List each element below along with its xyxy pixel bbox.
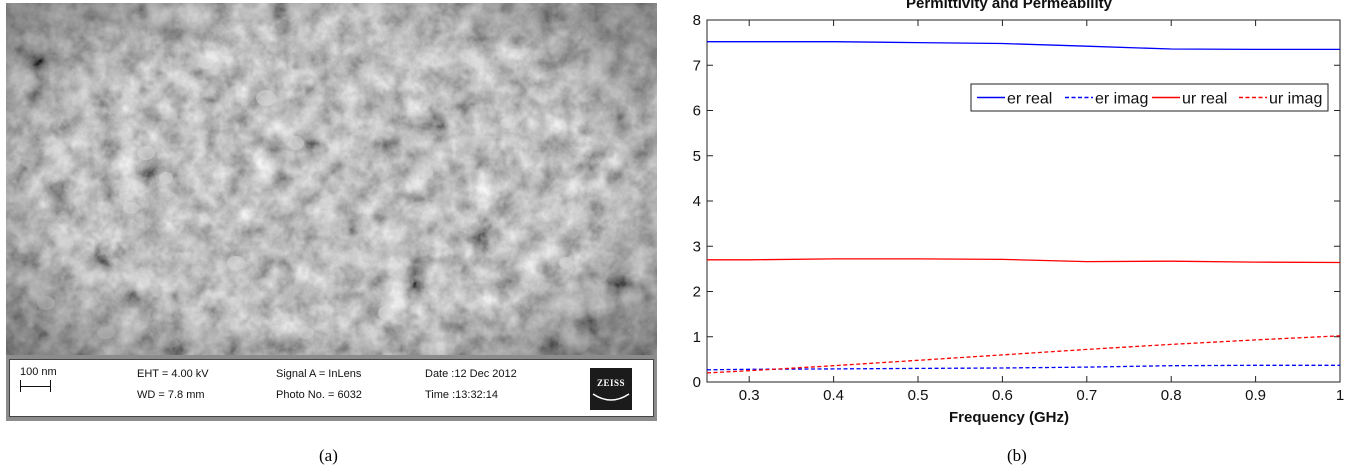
x-tick-label: 0.6 [992, 387, 1013, 404]
x-tick-label: 0.8 [1161, 387, 1182, 404]
y-tick-label: 4 [693, 193, 701, 210]
photo-number: Photo No. = 6032 [276, 389, 362, 401]
x-tick-label: 0.4 [823, 387, 844, 404]
chart: Permittivity and Permeability 0.3 0.4 0.5 0… [693, 0, 1345, 426]
x-tick-label: 0.9 [1245, 387, 1266, 404]
time-value: Time :13:32:14 [425, 389, 498, 401]
y-tick-label: 3 [693, 238, 701, 255]
x-tick-label: 0.5 [908, 387, 929, 404]
scale-bar [20, 386, 50, 387]
scale-bar-tick-right [50, 380, 51, 392]
x-tick-label: 0.7 [1076, 387, 1097, 404]
legend-label-er-imag: er imag [1095, 91, 1148, 108]
y-tick-label: 6 [693, 103, 701, 120]
legend: er real er imag ur real ur imag [970, 83, 1329, 112]
plot-area: 0.3 0.4 0.5 0.6 0.7 0.8 0.9 1 0 1 2 3 4 5 6 7 8 [693, 12, 1345, 404]
y-tick-label: 5 [693, 148, 701, 165]
y-tick-label: 8 [693, 12, 701, 29]
sem-data-bar: 100 nm EHT = 4.00 kV WD = 7.8 mm Signal … [6, 355, 657, 421]
panel-a-label: (a) [319, 446, 338, 465]
chart-title: Permittivity and Permeability [906, 0, 1113, 12]
legend-box [970, 83, 1329, 112]
plot-frame [706, 19, 1341, 383]
panel-b-label: (b) [1007, 446, 1027, 465]
sem-figure: 100 nm EHT = 4.00 kV WD = 7.8 mm Signal … [6, 3, 657, 421]
y-tick-label: 1 [693, 329, 701, 346]
eht-value: EHT = 4.00 kV [137, 368, 209, 380]
date-value: Date :12 Dec 2012 [425, 368, 517, 380]
legend-label-er-real: er real [1007, 91, 1052, 108]
sem-micrograph [6, 3, 657, 355]
chart-figure: Permittivity and Permeability 0.3 0.4 0.5 0… [676, 0, 1356, 440]
y-tick-label: 7 [693, 57, 701, 74]
legend-label-ur-imag: ur imag [1269, 91, 1322, 108]
y-tick-label: 2 [693, 284, 701, 301]
series-line-er-real [707, 41, 1340, 51]
zeiss-logo-arc [592, 393, 630, 401]
series-line-er-imag [706, 364, 1340, 371]
legend-label-ur-real: ur real [1182, 91, 1227, 108]
wd-value: WD = 7.8 mm [137, 389, 205, 401]
x-axis-label: Frequency (GHz) [949, 409, 1069, 426]
signal-value: Signal A = InLens [276, 368, 362, 380]
x-tick-label: 1 [1336, 387, 1344, 404]
y-tick-label: 0 [693, 374, 701, 391]
sem-data-bar-panel: 100 nm EHT = 4.00 kV WD = 7.8 mm Signal … [9, 359, 654, 417]
x-tick-label: 0.3 [739, 387, 760, 404]
zeiss-logo: ZEISS [590, 368, 632, 410]
scale-bar-label: 100 nm [20, 366, 57, 378]
series-line-ur-imag [706, 335, 1341, 374]
zeiss-logo-text: ZEISS [596, 378, 626, 388]
series-line-ur-real [707, 258, 1341, 264]
